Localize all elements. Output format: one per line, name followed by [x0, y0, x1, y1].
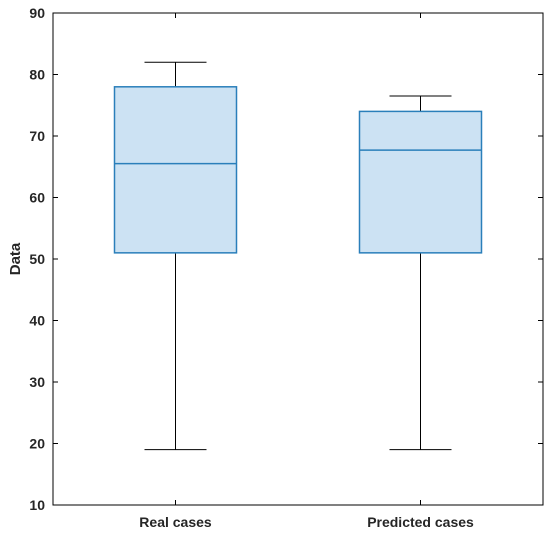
box-iqr [113, 86, 238, 254]
y-axis-label: Data [7, 242, 24, 275]
x-tick-label: Real cases [139, 514, 212, 530]
x-axis-tick-labels: Real cases Predicted cases [139, 13, 474, 530]
plot-frame [52, 12, 544, 506]
x-tick-label: Predicted cases [367, 514, 474, 530]
y-tick-label: 20 [29, 436, 45, 452]
y-tick-label: 60 [29, 190, 45, 206]
y-tick-label: 30 [29, 374, 45, 390]
box-group [358, 95, 483, 451]
box-group [113, 61, 238, 451]
y-tick-label: 90 [29, 5, 45, 21]
boxes [113, 61, 483, 451]
y-tick-label: 70 [29, 128, 45, 144]
y-tick-label: 10 [29, 497, 45, 513]
y-axis-ticks: 10 20 30 40 50 60 70 80 90 [29, 5, 543, 513]
y-tick-label: 50 [29, 251, 45, 267]
y-tick-label: 80 [29, 67, 45, 83]
y-tick-label: 40 [29, 313, 45, 329]
box-iqr [358, 110, 483, 254]
